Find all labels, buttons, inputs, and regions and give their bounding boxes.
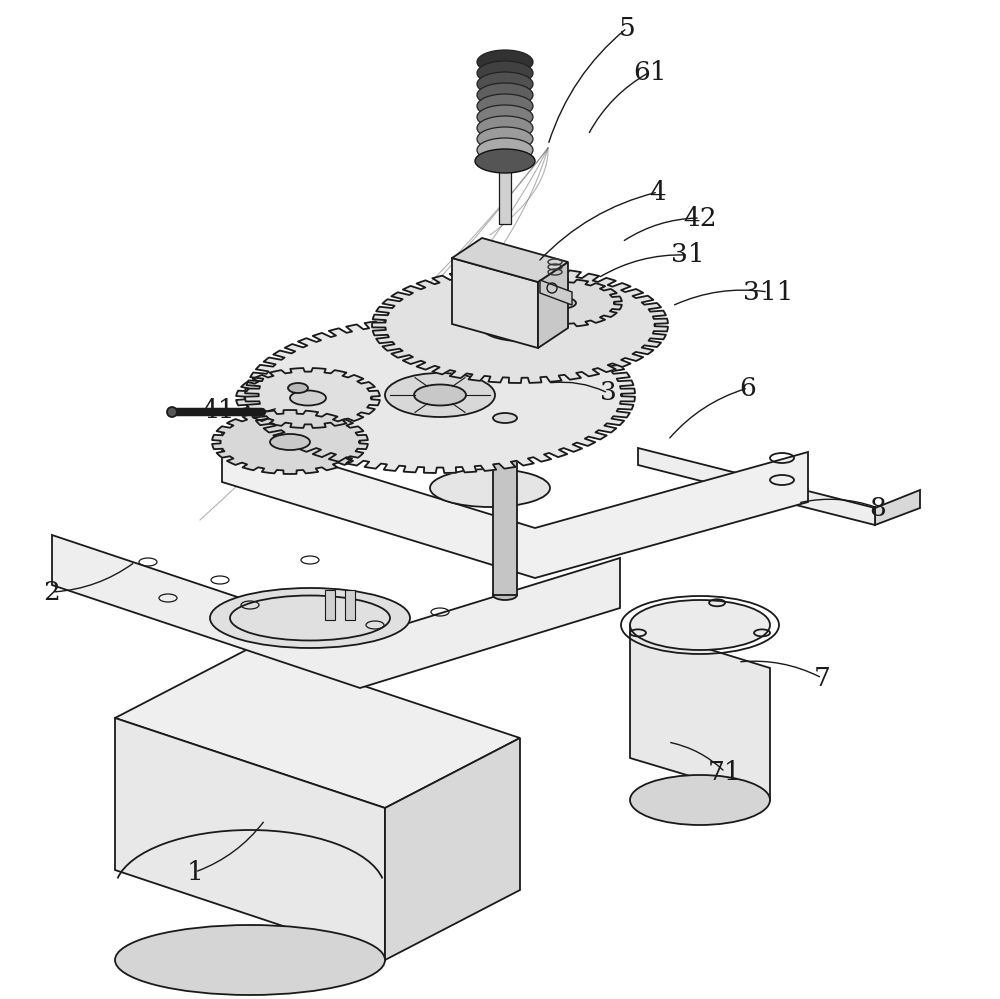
Ellipse shape	[477, 105, 533, 129]
Ellipse shape	[493, 590, 517, 600]
Ellipse shape	[477, 83, 533, 107]
Ellipse shape	[548, 298, 576, 309]
Ellipse shape	[430, 469, 550, 507]
Polygon shape	[452, 258, 538, 348]
Text: 6: 6	[740, 376, 756, 401]
Polygon shape	[385, 738, 520, 960]
Bar	[499, 169, 511, 224]
Ellipse shape	[477, 138, 533, 162]
Ellipse shape	[210, 588, 410, 648]
Text: 7: 7	[814, 665, 830, 690]
Ellipse shape	[477, 94, 533, 118]
Ellipse shape	[477, 50, 533, 74]
Polygon shape	[236, 368, 380, 428]
Text: 8: 8	[870, 496, 886, 520]
Ellipse shape	[501, 318, 539, 333]
Bar	[345, 590, 355, 620]
Polygon shape	[245, 317, 635, 473]
Polygon shape	[538, 262, 568, 348]
Ellipse shape	[475, 149, 535, 173]
Ellipse shape	[414, 385, 466, 406]
Text: 1: 1	[187, 859, 203, 884]
Ellipse shape	[385, 373, 495, 417]
Ellipse shape	[477, 72, 533, 96]
Text: 42: 42	[683, 206, 717, 231]
Polygon shape	[115, 718, 385, 960]
Bar	[325, 590, 335, 620]
Polygon shape	[638, 448, 875, 525]
Polygon shape	[212, 410, 368, 474]
Ellipse shape	[477, 61, 533, 85]
Polygon shape	[630, 625, 770, 800]
Polygon shape	[222, 432, 808, 578]
Ellipse shape	[493, 413, 517, 423]
Text: 3: 3	[600, 381, 616, 406]
Ellipse shape	[630, 775, 770, 825]
Text: 4: 4	[650, 180, 666, 205]
Text: 41: 41	[201, 398, 235, 423]
Text: 311: 311	[743, 280, 793, 305]
Ellipse shape	[288, 383, 308, 393]
Ellipse shape	[270, 434, 310, 450]
Ellipse shape	[480, 309, 560, 341]
Polygon shape	[52, 535, 620, 688]
Polygon shape	[115, 648, 520, 808]
Text: 5: 5	[619, 16, 635, 41]
Ellipse shape	[477, 127, 533, 151]
Polygon shape	[502, 279, 622, 327]
Text: 61: 61	[633, 60, 667, 85]
Circle shape	[167, 407, 177, 417]
Ellipse shape	[115, 925, 385, 995]
Ellipse shape	[290, 391, 326, 406]
Text: 2: 2	[44, 579, 60, 604]
Polygon shape	[540, 280, 572, 305]
Ellipse shape	[630, 600, 770, 650]
Ellipse shape	[477, 116, 533, 140]
Text: 31: 31	[671, 243, 705, 268]
Polygon shape	[875, 490, 920, 525]
Polygon shape	[372, 267, 668, 383]
Bar	[493, 418, 517, 595]
Text: 71: 71	[708, 759, 742, 784]
Polygon shape	[452, 238, 568, 282]
